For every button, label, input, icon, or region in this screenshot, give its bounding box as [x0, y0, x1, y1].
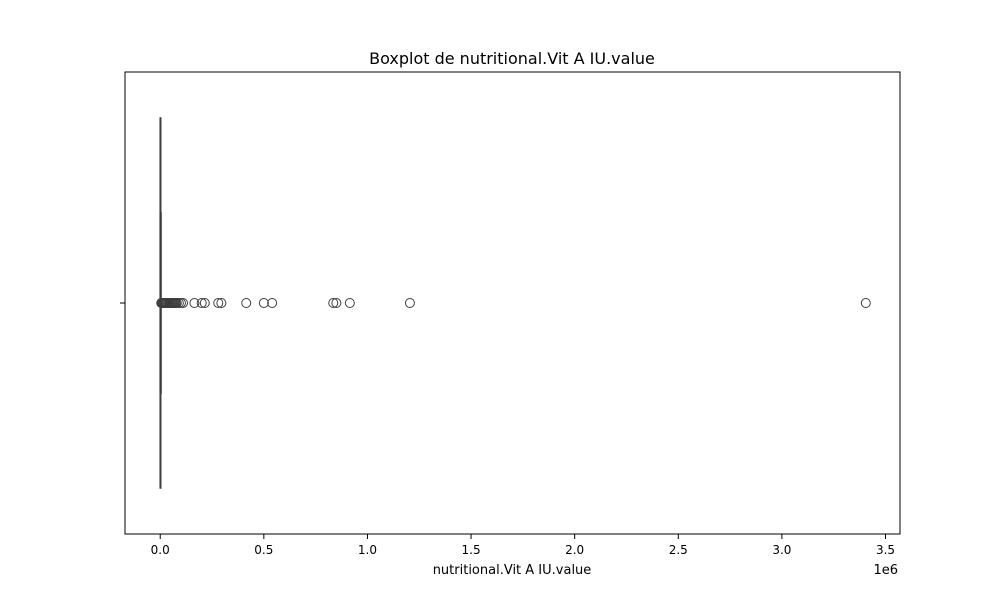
outlier-point [216, 298, 227, 308]
outlier-point [178, 298, 189, 308]
x-tick-label: 2.5 [669, 543, 688, 557]
outlier-point [196, 298, 207, 308]
outlier-point [258, 298, 269, 308]
outlier-point [267, 298, 278, 308]
outlier-point [189, 298, 200, 308]
outlier-point [331, 298, 342, 308]
x-axis-label: nutritional.Vit A IU.value [433, 563, 592, 578]
x-tick-label: 1.0 [358, 543, 377, 557]
x-tick-label: 0.5 [254, 543, 273, 557]
x-tick-label: 0.0 [151, 543, 170, 557]
chart-title: Boxplot de nutritional.Vit A IU.value [369, 49, 655, 68]
x-tick-label: 3.5 [876, 543, 895, 557]
outlier-point [344, 298, 355, 308]
outlier-point [199, 298, 210, 308]
outlier-point [404, 298, 415, 308]
x-tick-label: 2.0 [565, 543, 584, 557]
outlier-point [241, 298, 252, 308]
axis-offset-text: 1e6 [873, 563, 898, 578]
outlier-group [156, 298, 871, 308]
outlier-point [213, 298, 224, 308]
x-tick-label: 1.5 [462, 543, 481, 557]
outlier-point [328, 298, 339, 308]
x-tick-label: 3.0 [772, 543, 791, 557]
x-axis-ticks: 0.0 0.5 1.0 1.5 2.0 2.5 3.0 3.5 [151, 534, 895, 557]
outlier-point [860, 298, 871, 308]
